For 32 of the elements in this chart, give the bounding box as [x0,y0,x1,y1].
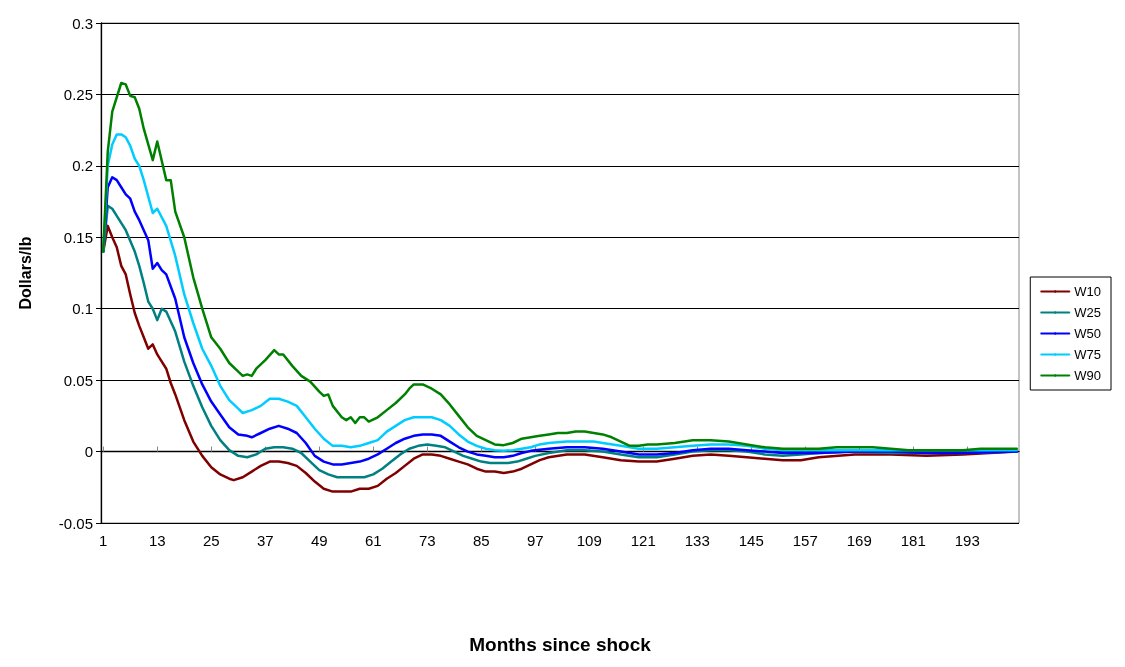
x-tick-label: 133 [684,532,710,549]
legend-label: W10 [1074,284,1101,299]
x-tick-label: 181 [900,532,926,549]
x-tick-label: 25 [202,532,220,549]
y-tick-label: 0.1 [72,300,93,318]
legend-label: W90 [1074,368,1101,383]
x-tick-label: 1 [99,532,108,549]
y-tick-label: 0.15 [63,228,93,246]
x-tick-label: 85 [472,532,490,549]
x-tick-label: 61 [364,532,382,549]
x-tick-label: 97 [526,532,544,549]
y-axis-title: Dollars/lb [16,236,34,310]
y-tick-label: -0.05 [58,514,93,532]
y-tick-label: 0.05 [63,371,93,389]
legend-label: W75 [1074,347,1101,362]
x-axis-title: Months since shock [469,634,652,655]
x-tick-label: 73 [418,532,436,549]
x-tick-label: 109 [576,532,602,549]
legend-label: W25 [1074,305,1101,320]
x-tick-label: 13 [148,532,166,549]
x-tick-label: 169 [846,532,872,549]
x-tick-label: 37 [256,532,274,549]
x-tick-label: 145 [738,532,764,549]
x-tick-label: 49 [310,532,328,549]
y-tick-label: 0 [84,443,93,461]
x-tick-label: 121 [630,532,656,549]
legend-label: W50 [1074,326,1101,341]
x-tick-label: 193 [954,532,980,549]
y-tick-label: 0.3 [72,14,93,32]
y-tick-label: 0.25 [63,85,93,103]
y-tick-label: 0.2 [72,157,93,175]
x-tick-label: 157 [792,532,818,549]
